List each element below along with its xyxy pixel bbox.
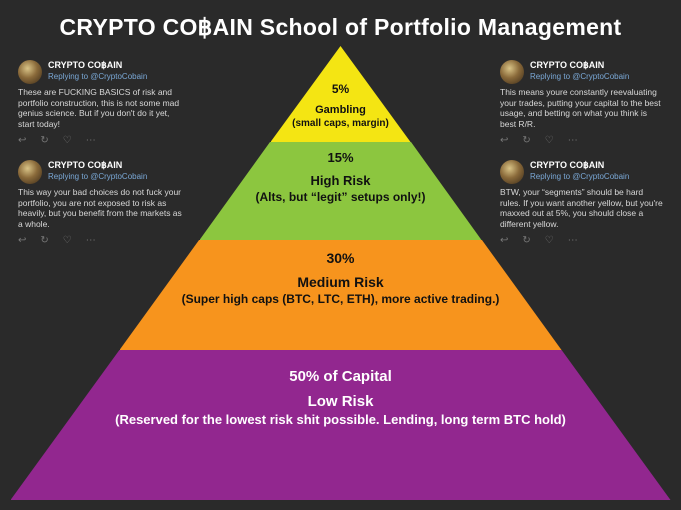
more-icon[interactable]: ⋯ [568,135,578,148]
reply-icon[interactable]: ↩ [500,135,508,148]
pyramid-tier-1: 15% High Risk (Alts, but “legit” setups on… [200,142,482,240]
more-icon[interactable]: ⋯ [86,135,96,148]
tier-percent: 5% [332,82,349,96]
like-icon[interactable]: ♡ [545,135,554,148]
tweet-author: CRYPTO CO฿AIN [530,60,629,71]
tweet-bl: CRYPTO CO฿AINReplying to @CryptoCobain Th… [18,160,182,247]
tweet-actions: ↩ ↻ ♡ ⋯ [18,235,182,248]
retweet-icon[interactable]: ↻ [40,135,48,148]
tweet-tr: CRYPTO CO฿AINReplying to @CryptoCobain Th… [500,60,664,147]
reply-icon[interactable]: ↩ [18,235,26,248]
tier-percent: 15% [327,150,353,165]
pyramid-tier-0: 5% Gambling (small caps, margin) [271,46,411,142]
tweet-reply-to: Replying to @CryptoCobain [48,172,147,182]
page-title: CRYPTO CO฿AIN School of Portfolio Manage… [0,0,681,47]
more-icon[interactable]: ⋯ [568,235,578,248]
tier-label: High Risk [311,173,371,188]
tweet-actions: ↩ ↻ ♡ ⋯ [18,135,182,148]
tweet-author: CRYPTO CO฿AIN [48,160,147,171]
tweet-br: CRYPTO CO฿AINReplying to @CryptoCobain BT… [500,160,664,247]
tier-label: Medium Risk [297,274,383,290]
tier-percent: 50% of Capital [289,368,392,385]
tier-label: Gambling [315,104,366,116]
retweet-icon[interactable]: ↻ [40,235,48,248]
tweet-body: This way your bad choices do not fuck yo… [18,187,182,230]
avatar [18,160,42,184]
tweet-author: CRYPTO CO฿AIN [530,160,629,171]
tweet-body: These are FUCKING BASICS of risk and por… [18,87,182,130]
tweet-reply-to: Replying to @CryptoCobain [530,172,629,182]
tier-label: Low Risk [308,393,374,410]
pyramid-tier-2: 30% Medium Risk (Super high caps (BTC, LTC… [120,240,562,350]
more-icon[interactable]: ⋯ [86,235,96,248]
pyramid-tier-3: 50% of Capital Low Risk (Reserved for the … [11,350,671,500]
avatar [18,60,42,84]
tweet-actions: ↩ ↻ ♡ ⋯ [500,235,664,248]
tweet-body: BTW, your “segments” should be hard rule… [500,187,664,230]
tweet-author: CRYPTO CO฿AIN [48,60,147,71]
tweet-actions: ↩ ↻ ♡ ⋯ [500,135,664,148]
tweet-body: This means youre constantly reevaluating… [500,87,664,130]
tweet-tl: CRYPTO CO฿AINReplying to @CryptoCobain Th… [18,60,182,147]
reply-icon[interactable]: ↩ [500,235,508,248]
tier-sublabel: (Alts, but “legit” setups only!) [256,190,426,204]
tweet-reply-to: Replying to @CryptoCobain [530,72,629,82]
tweet-reply-to: Replying to @CryptoCobain [48,72,147,82]
retweet-icon[interactable]: ↻ [522,135,530,148]
like-icon[interactable]: ♡ [545,235,554,248]
tier-sublabel: (small caps, margin) [292,118,389,129]
avatar [500,160,524,184]
avatar [500,60,524,84]
reply-icon[interactable]: ↩ [18,135,26,148]
tier-sublabel: (Reserved for the lowest risk shit possi… [115,412,566,427]
tier-sublabel: (Super high caps (BTC, LTC, ETH), more a… [182,292,500,306]
like-icon[interactable]: ♡ [63,235,72,248]
like-icon[interactable]: ♡ [63,135,72,148]
retweet-icon[interactable]: ↻ [522,235,530,248]
tier-percent: 30% [326,250,354,266]
